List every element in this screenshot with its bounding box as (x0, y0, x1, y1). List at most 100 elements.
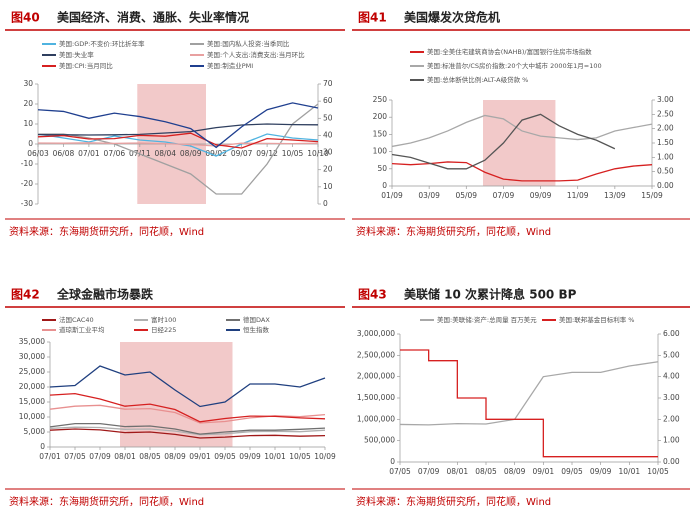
series-line (400, 349, 658, 458)
x-tick-label: 09/09 (590, 467, 612, 476)
y2-tick-label: 70 (323, 79, 333, 88)
y-tick-label: 5,000 (24, 427, 46, 436)
figure-title: 美国爆发次贷危机 (404, 10, 500, 25)
x-tick-label: 15/09 (641, 191, 663, 200)
x-tick-label: 06/08 (53, 149, 75, 158)
y-tick-label: 10 (23, 119, 33, 128)
y-tick-label: 35,000 (19, 337, 45, 346)
x-tick-label: 09/02 (205, 149, 227, 158)
y-tick-label: 250 (373, 95, 388, 104)
legend-label: 美国:美联储:资产:总周量 百万美元 (437, 315, 537, 324)
series-line (49, 426, 326, 436)
y2-tick-label: 50 (323, 113, 333, 122)
y2-tick-label: 30 (323, 148, 333, 157)
x-tick-label: 11/09 (567, 191, 589, 200)
x-tick-label: 07/09 (493, 191, 515, 200)
series-line (391, 113, 616, 170)
y-tick-label: 200 (373, 112, 388, 121)
legend-label: 德国DAX (243, 315, 270, 324)
series-line (37, 123, 319, 136)
x-tick-label: 08/09 (164, 452, 186, 461)
figure-label: 图41 (358, 11, 387, 25)
legend-label: 美国:国内私人投资:当季同比 (207, 39, 290, 48)
series-line (37, 132, 319, 149)
y-tick-label: 0 (382, 181, 387, 190)
x-tick-label: 03/09 (418, 191, 440, 200)
source: 资料来源：东海期货研究所，同花顺，Wind (9, 495, 204, 508)
x-tick-label: 09/05 (214, 452, 236, 461)
y2-tick-label: 2.00 (663, 414, 680, 423)
legend-label: 恒生指数 (243, 325, 270, 334)
figure-title: 全球金融市场暴跌 (56, 287, 154, 302)
x-tick-label: 09/01 (189, 452, 211, 461)
x-tick-label: 07/06 (104, 149, 126, 158)
y2-tick-label: 4.00 (663, 372, 680, 381)
source: 资料来源：东海期货研究所，同花顺，Wind (9, 225, 204, 238)
y2-tick-label: 5.00 (663, 350, 680, 359)
x-tick-label: 08/05 (139, 452, 161, 461)
y2-tick-label: 0 (323, 199, 328, 208)
y2-tick-label: 1.50 (657, 138, 674, 147)
legend-label: 美国:CPI:当月同比 (59, 61, 113, 70)
y2-tick-label: 0.00 (663, 457, 680, 466)
x-tick-label: 09/07 (231, 149, 253, 158)
x-tick-label: 08/09 (180, 149, 202, 158)
y-tick-label: 50 (377, 164, 387, 173)
series-line (49, 365, 326, 408)
legend-label: 美国:个人支出:消费支出:当月环比 (207, 50, 305, 59)
y-tick-label: 15,000 (19, 397, 45, 406)
y-tick-label: 1,500,000 (357, 393, 395, 402)
y-tick-label: 0 (28, 139, 33, 148)
y2-tick-label: 2.00 (657, 124, 674, 133)
figure-label: 图43 (358, 288, 387, 302)
x-tick-label: 07/09 (89, 452, 111, 461)
y-tick-label: 1,000,000 (357, 414, 395, 423)
x-tick-label: 09/09 (239, 452, 261, 461)
x-tick-label: 07/01 (39, 452, 61, 461)
x-tick-label: 09/01 (533, 467, 555, 476)
x-tick-label: 09/09 (530, 191, 552, 200)
y-tick-label: 0 (390, 457, 395, 466)
y2-tick-label: 3.00 (657, 95, 674, 104)
x-tick-label: 10/01 (619, 467, 641, 476)
x-tick-label: 08/01 (447, 467, 469, 476)
x-tick-label: 09/12 (256, 149, 278, 158)
series-line (399, 361, 659, 426)
y-tick-label: 30 (23, 79, 33, 88)
y-tick-label: 100 (373, 147, 388, 156)
series-line (49, 422, 326, 435)
y-tick-label: 20 (23, 99, 33, 108)
x-tick-label: 08/05 (475, 467, 497, 476)
x-tick-label: 07/05 (389, 467, 411, 476)
x-tick-label: 05/09 (455, 191, 477, 200)
x-tick-label: 10/10 (307, 149, 329, 158)
source: 资料来源：东海期货研究所，同花顺，Wind (356, 495, 551, 508)
series-line (49, 428, 326, 439)
source: 资料来源：东海期货研究所，同花顺，Wind (356, 225, 551, 238)
y-tick-label: 150 (373, 129, 388, 138)
y2-tick-label: 60 (323, 96, 333, 105)
y2-tick-label: 40 (323, 130, 333, 139)
figure-label: 图40 (11, 11, 40, 25)
y-tick-label: 30,000 (19, 352, 45, 361)
y-tick-label: -20 (21, 179, 33, 188)
x-tick-label: 09/05 (561, 467, 583, 476)
y2-tick-label: 0.00 (657, 181, 674, 190)
series-line (391, 114, 653, 148)
legend-label: 法国CAC40 (59, 315, 94, 324)
y2-tick-label: 0.50 (657, 167, 674, 176)
figure-title: 美联储 10 次累计降息 500 BP (404, 287, 577, 302)
legend-label: 日经225 (151, 325, 176, 334)
x-tick-label: 06/03 (27, 149, 49, 158)
series-line (49, 404, 326, 424)
y2-tick-label: 1.00 (663, 436, 680, 445)
series-line (37, 142, 319, 147)
legend-label: 美国:制造业PMI (207, 61, 253, 70)
y-tick-label: 3,000,000 (357, 329, 395, 338)
y-tick-label: -30 (21, 199, 33, 208)
legend-label: 富时100 (151, 315, 176, 324)
highlight-band (483, 100, 556, 186)
y-tick-label: 0 (40, 442, 45, 451)
series-line (49, 392, 326, 423)
